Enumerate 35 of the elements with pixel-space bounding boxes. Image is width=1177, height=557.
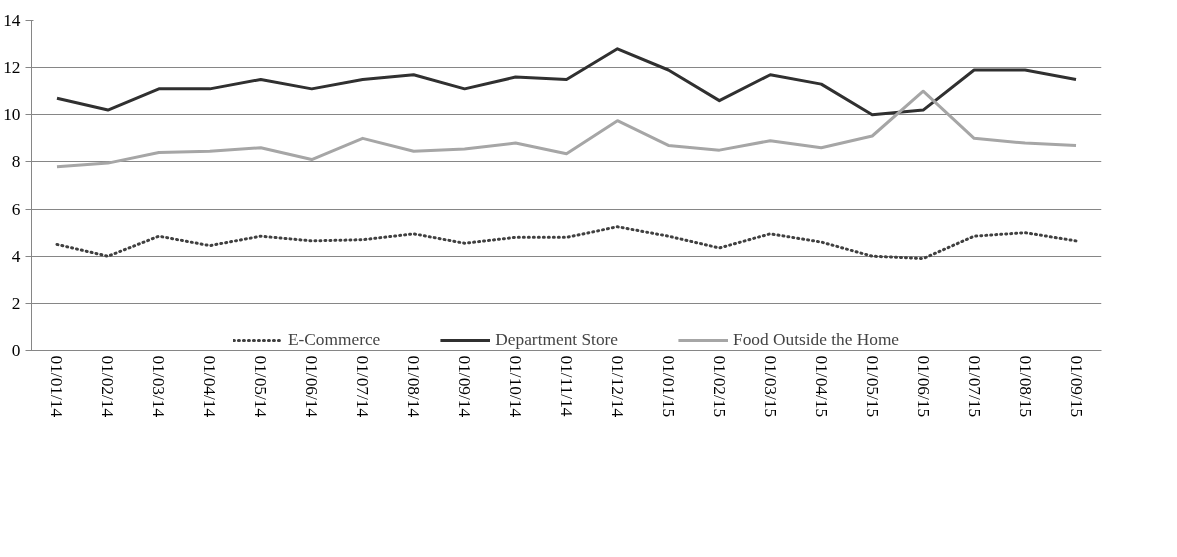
x-tick-label: 01/04/15 <box>811 355 831 418</box>
x-tick-label: 01/01/14 <box>47 355 67 418</box>
y-tick-label: 12 <box>3 58 21 78</box>
x-tick-label: 01/05/15 <box>862 355 882 418</box>
x-tick-label: 01/07/14 <box>353 355 373 418</box>
line-series <box>55 47 1078 117</box>
x-tick-label: 01/08/15 <box>1015 355 1035 418</box>
x-tick-label: 01/09/14 <box>455 355 475 418</box>
x-tick-label: 01/05/14 <box>251 355 271 418</box>
x-tick-label: 01/04/14 <box>200 355 220 418</box>
y-tick-label: 0 <box>11 341 21 360</box>
x-tick-label: 01/11/14 <box>557 355 576 417</box>
x-tick-label: 01/03/14 <box>149 355 169 418</box>
x-tick-label: 01/02/14 <box>98 355 118 418</box>
x-tick-label: 01/03/15 <box>760 355 780 418</box>
x-tick-label: 01/01/15 <box>658 355 678 418</box>
x-tick-label: 01/06/15 <box>913 355 933 418</box>
legend-label: E-Commerce <box>287 330 381 350</box>
x-tick-label: 01/12/14 <box>607 355 627 418</box>
y-tick-label: 2 <box>11 293 21 313</box>
line-series <box>55 89 1078 169</box>
line-series <box>55 225 1078 261</box>
x-tick-label: 01/08/14 <box>404 355 424 418</box>
y-tick-label: 14 <box>3 11 21 30</box>
x-tick-label: 01/06/14 <box>302 355 322 418</box>
x-tick-label: 01/07/15 <box>964 355 984 418</box>
legend-label: Department Store <box>495 330 619 350</box>
y-tick-label: 8 <box>11 152 21 172</box>
y-tick-label: 4 <box>11 246 21 266</box>
x-tick-label: 01/02/15 <box>709 355 729 418</box>
y-tick-label: 10 <box>3 105 21 125</box>
legend-label: Food Outside the Home <box>733 330 900 350</box>
x-tick-label: 01/09/15 <box>1066 355 1086 418</box>
x-tick-label: 01/10/14 <box>506 355 526 418</box>
y-tick-label: 6 <box>11 199 21 219</box>
